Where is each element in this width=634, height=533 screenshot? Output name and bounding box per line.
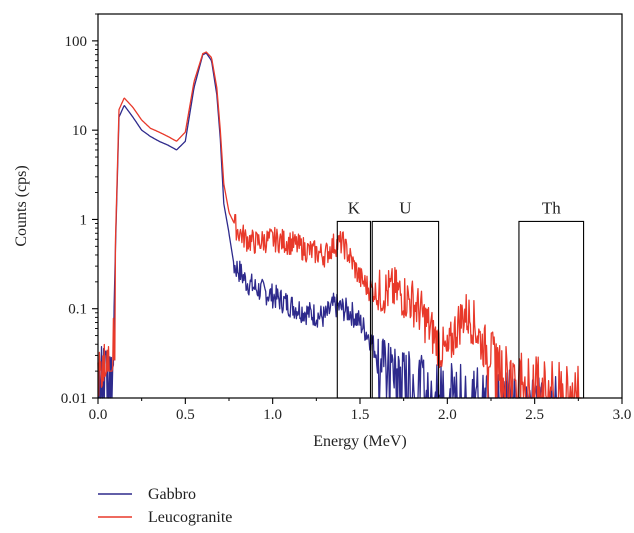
window-label-u: U	[399, 198, 411, 217]
y-tick-label: 0.01	[61, 391, 87, 407]
axes: 0.0 0.5 1.0 1.5 2.0 2.5 3.0 0.01 0.1 1 10 100	[61, 13, 632, 423]
x-tick-label: 0.0	[89, 407, 108, 423]
y-tick-label: 1	[80, 212, 88, 228]
x-tick-label: 2.0	[438, 407, 457, 423]
x-tick-label: 3.0	[613, 407, 632, 423]
x-tick-label: 1.5	[351, 407, 370, 423]
legend-label-leucogranite: Leucogranite	[148, 509, 232, 526]
window-label-k: K	[348, 198, 361, 217]
x-axis-title: Energy (MeV)	[313, 433, 406, 450]
y-tick-label: 100	[65, 34, 88, 50]
y-axis-title: Counts (cps)	[13, 165, 30, 246]
series-line-leucogranite	[97, 51, 582, 399]
y-tick-label: 0.1	[68, 302, 87, 318]
legend: Gabbro Leucogranite	[98, 486, 232, 526]
series-line-gabbro	[98, 52, 561, 399]
legend-label-gabbro: Gabbro	[148, 486, 196, 503]
x-tick-label: 1.0	[263, 407, 282, 423]
y-tick-label: 10	[72, 123, 87, 139]
x-tick-label: 0.5	[176, 407, 195, 423]
plot-lines	[97, 51, 582, 399]
x-tick-label: 2.5	[525, 407, 544, 423]
window-label-th: Th	[542, 198, 561, 217]
